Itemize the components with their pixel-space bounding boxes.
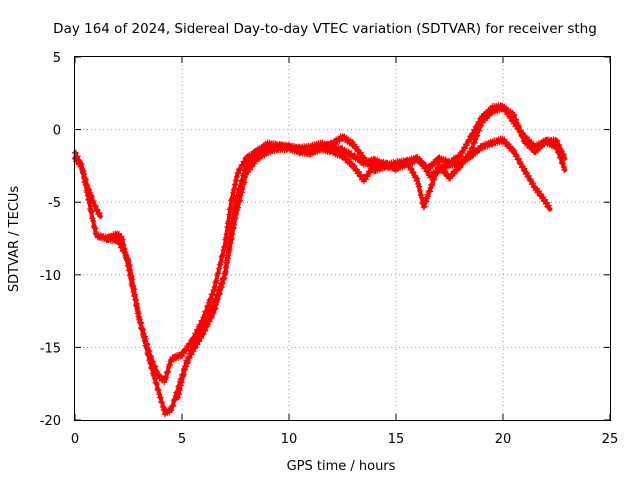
x-tick-label: 5 [178,432,186,447]
series-track-4 [174,102,568,401]
y-tick-label: -15 [40,341,61,356]
data-series [72,102,568,418]
x-tick-label: 25 [602,432,619,447]
y-tick-label: 0 [53,124,61,139]
y-tick-label: -5 [48,196,61,211]
y-axis-label: SDTVAR / TECUs [7,186,22,293]
series-point-markers [104,103,568,418]
series-point-markers [174,102,568,401]
y-tick-label: -10 [40,269,61,284]
y-tick-label: -20 [40,414,61,429]
series-track-3 [104,103,568,418]
series-band [175,104,568,401]
axis-ticks: 0 5 10 15 20 25 -20 -15 -10 -5 0 5 [40,51,619,447]
x-tick-label: 10 [281,432,298,447]
x-tick-label: 20 [495,432,512,447]
y-tick-label: 5 [53,51,61,66]
x-tick-label: 0 [71,432,79,447]
plot-frame [74,56,611,421]
x-axis-label: GPS time / hours [287,459,396,474]
x-tick-label: 15 [388,432,405,447]
grid-lines [75,57,610,420]
chart-title: Day 164 of 2024, Sidereal Day-to-day VTE… [53,21,597,37]
